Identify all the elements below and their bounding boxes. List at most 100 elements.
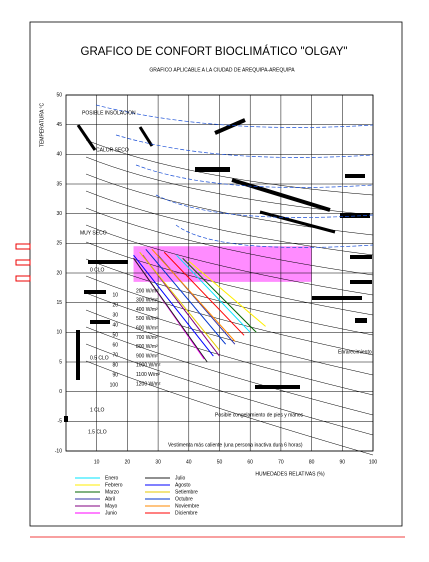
moisture-label: 40 [112,322,118,328]
y-tick-label: 20 [56,270,62,276]
wind-curve [95,104,374,128]
moisture-label: 90 [112,372,118,378]
annotation: 1 CLO [90,407,105,413]
legend-label: Agosto [175,482,191,488]
moisture-label: 60 [112,342,118,348]
radiation-label: 500 W/m² [136,316,158,322]
wind-curve [115,134,374,158]
y-tick-label: 40 [56,152,62,158]
x-tick-label: 10 [94,459,100,465]
psychro-curve [85,360,374,456]
radiation-label: 900 W/m² [136,353,158,359]
legend-label: Setiembre [175,489,198,495]
psychro-curve [85,292,374,376]
month-line [188,260,266,327]
legend-label: Enero [105,475,119,481]
moisture-label: 20 [112,302,118,308]
annotation: CALOR SECO [96,147,129,153]
x-tick-label: 80 [309,459,315,465]
psychro-curve [85,173,374,236]
radiation-label: 200 W/m² [136,288,158,294]
annotation: 1.5 CLO [88,429,107,435]
radiation-label: 400 W/m² [136,307,158,313]
psychro-curve [85,156,374,216]
x-tick-label: 100 [369,459,378,465]
radiation-label: 700 W/m² [136,335,158,341]
bar-block [255,385,300,389]
y-tick-label: -10 [55,448,62,454]
legend-label: Abril [105,496,115,502]
radiation-label: 1000 W/m² [136,363,161,369]
annotation: Vestimenta más caliente (una persona ina… [168,442,303,448]
annotation: Enrarecimiento [338,349,372,355]
wind-curve [175,224,374,248]
legend-label: Junio [105,510,117,516]
radiation-label: 600 W/m² [136,326,158,332]
marker [15,259,31,266]
y-axis-label: TEMPERATURA °C [39,103,45,148]
psychro-curve [85,343,374,436]
comfort-zone [133,246,312,282]
legend-label: Marzo [105,489,119,495]
y-tick-label: 15 [56,300,62,306]
month-line [133,254,214,357]
bar-block [312,296,362,300]
month-line [139,251,220,351]
legend-label: Noviembre [175,503,199,509]
marker [15,243,31,250]
legend-label: Diciembre [175,510,198,516]
legend-label: Febrero [105,482,123,488]
frame [29,21,403,527]
y-tick-label: 5 [59,359,62,365]
psychro-curve [85,326,374,416]
bar-block [340,213,370,218]
bar-block [214,118,246,135]
month-line [151,248,236,342]
bar-block [76,330,80,380]
x-tick-label: 20 [125,459,131,465]
month-line [145,248,227,345]
chart-subtitle: GRAFICO APLICABLE A LA CIUDAD DE AREQUIP… [149,67,295,73]
legend-label: Octubre [175,496,193,502]
y-tick-label: 30 [56,211,62,217]
x-tick-label: 40 [186,459,192,465]
marker [15,275,31,282]
psychro-curve [85,309,374,396]
psychro-curve [85,224,374,296]
x-tick-label: 90 [340,459,346,465]
x-axis-label: HUMEDADES RELATIVAS (%) [255,471,325,477]
y-tick-label: 50 [56,92,62,98]
bar-block [195,167,230,172]
psychro-curve [85,207,374,276]
legend-label: Mayo [105,503,117,509]
psychro-curve [85,241,374,316]
psychro-curve [85,190,374,256]
moisture-label: 50 [112,332,118,338]
psychro-curve [85,139,374,196]
bar-block [350,255,372,259]
annotation: MUY SECO [80,230,107,236]
annotation: 0.5 CLO [90,355,109,361]
moisture-label: 10 [112,292,118,298]
moisture-label: 30 [112,312,118,318]
month-line [133,257,208,363]
moisture-label: 70 [112,352,118,358]
radiation-label: 1200 W/m² [136,381,161,387]
wind-curve [155,194,374,218]
x-tick-label: 50 [217,459,223,465]
x-tick-label: 70 [278,459,284,465]
month-line [176,254,251,333]
wind-curve [135,164,374,188]
radiation-label: 300 W/m² [136,298,158,304]
bar-block [90,320,110,324]
month-line [163,251,245,336]
bar-block [355,318,367,323]
y-tick-label: 0 [59,389,62,395]
y-tick-label: 10 [56,330,62,336]
radiation-label: 800 W/m² [136,344,158,350]
bar-block [76,124,97,151]
month-line [182,257,257,333]
bar-block [350,280,372,284]
moisture-label: 80 [112,362,118,368]
